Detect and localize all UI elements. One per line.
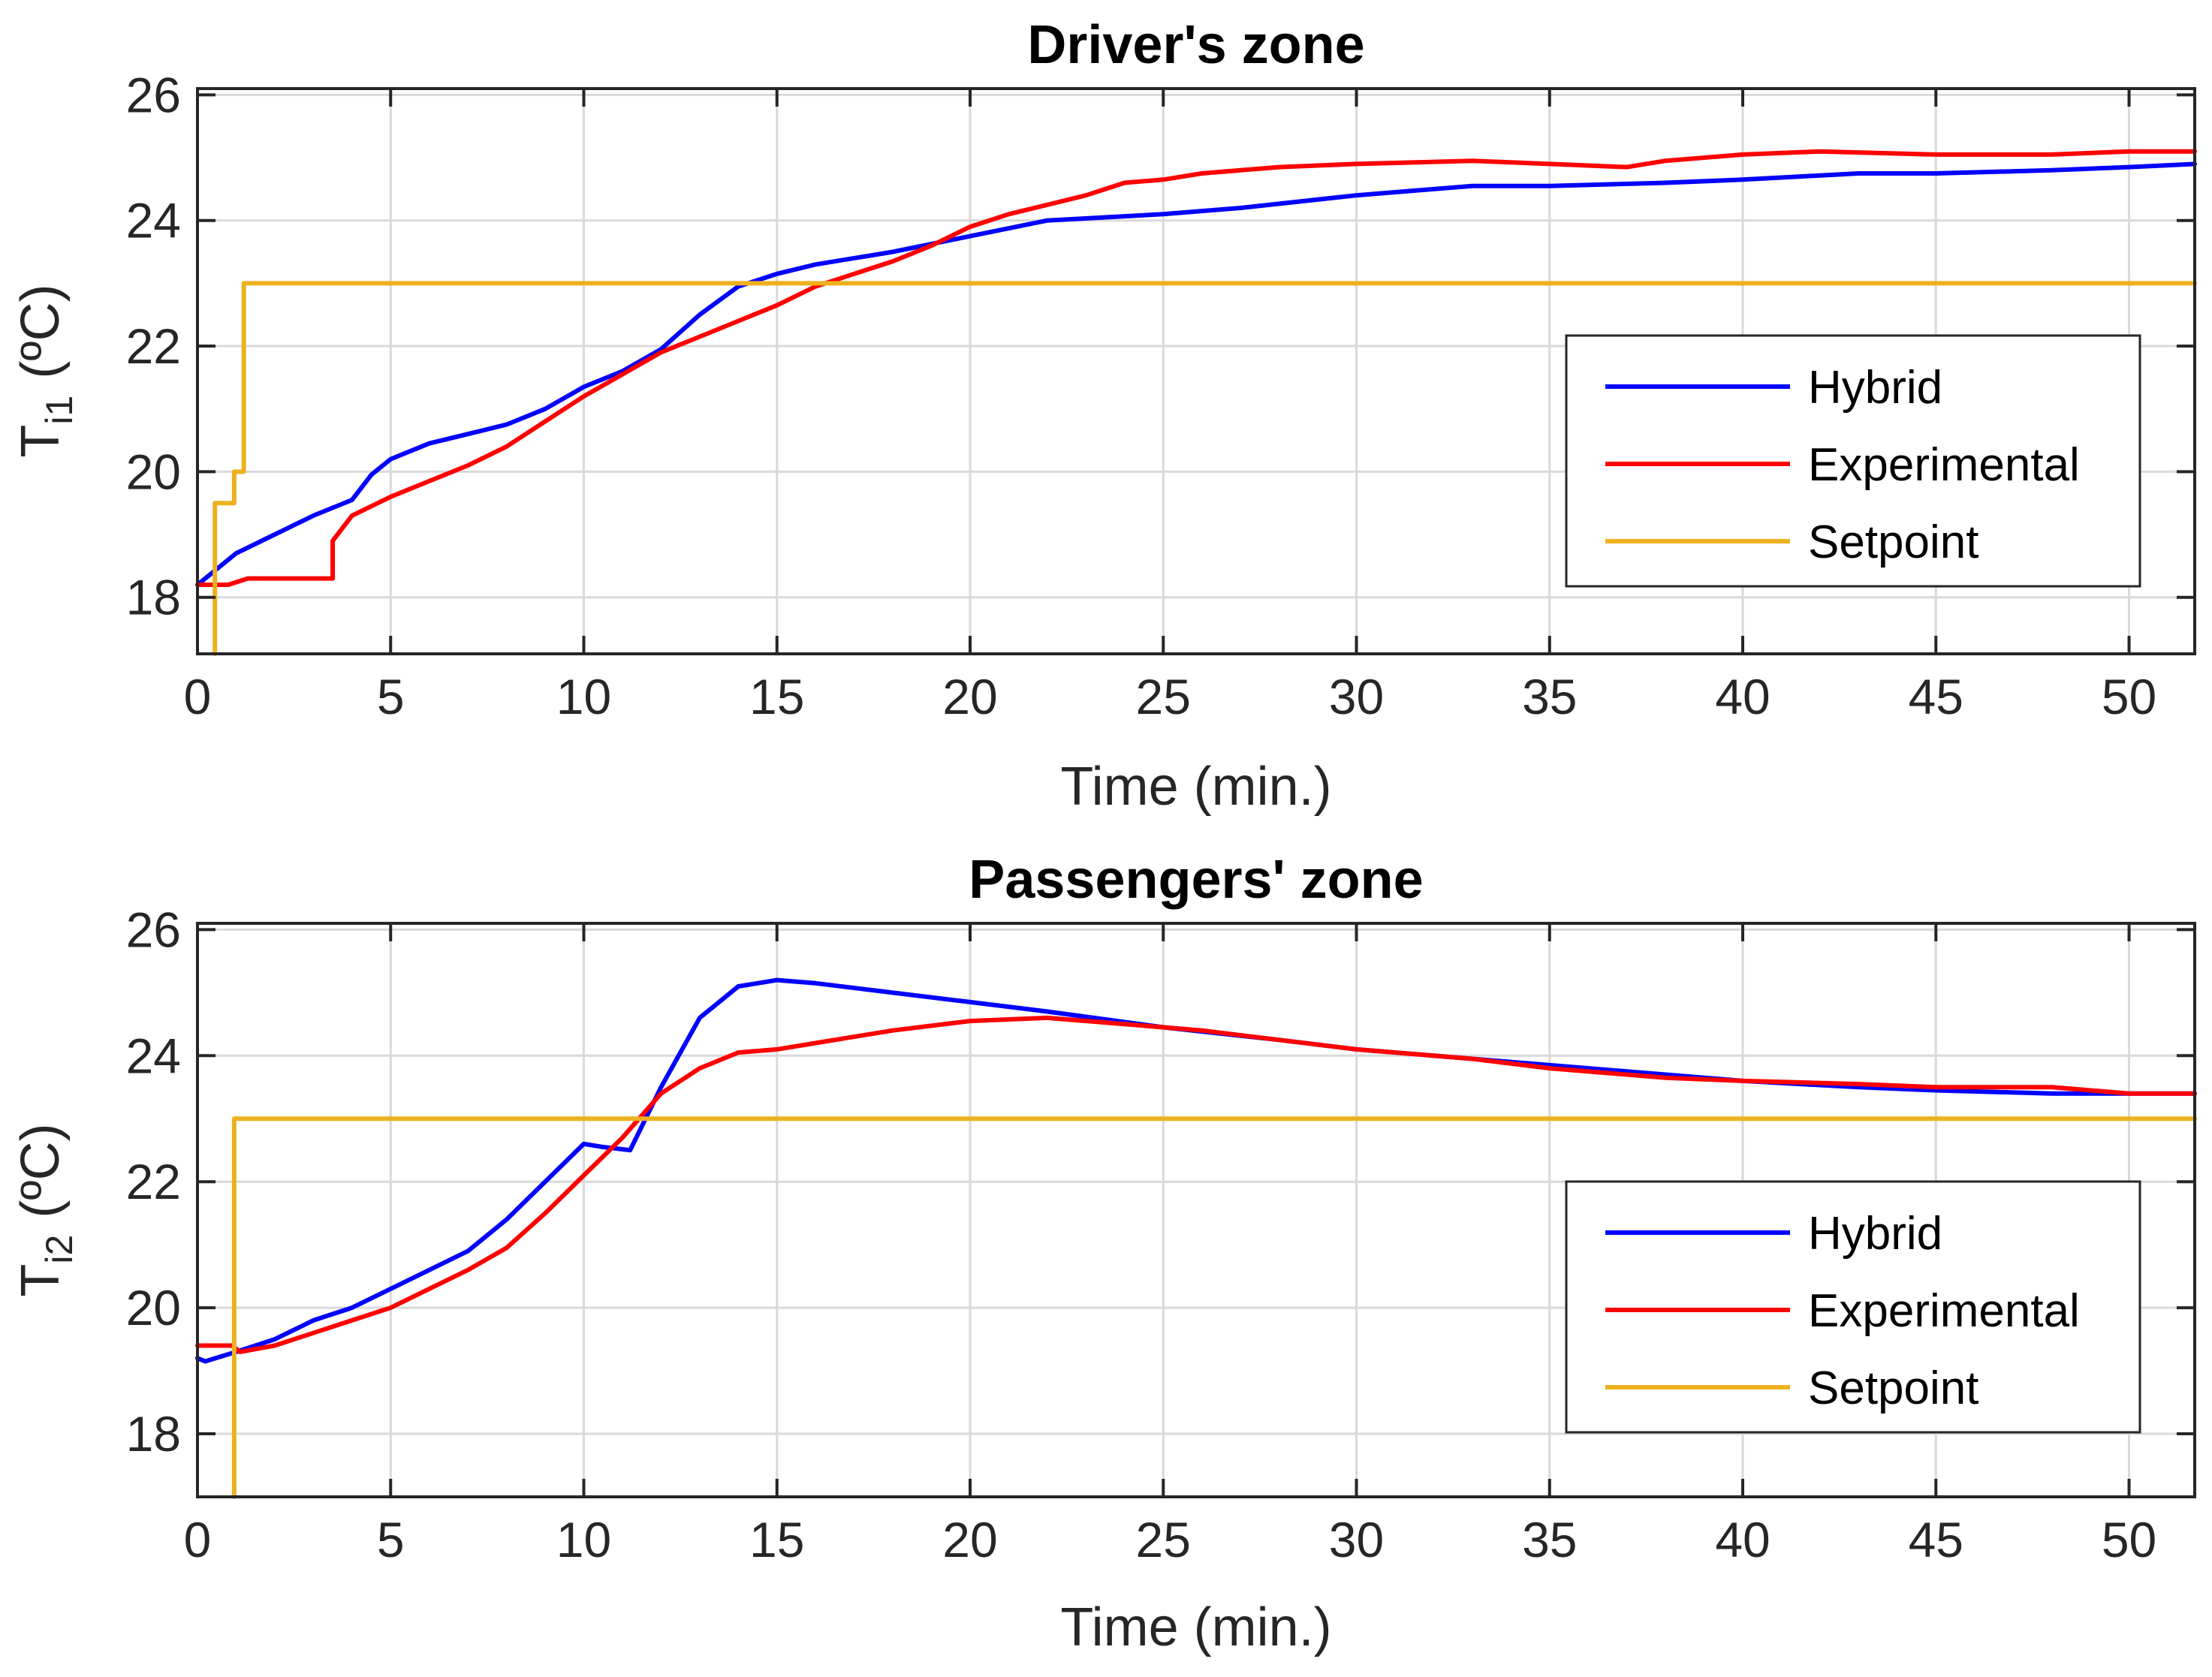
series-experimental-line [195, 149, 2197, 587]
x-tick-label: 35 [1522, 1512, 1577, 1567]
y-axis-label-main: T [11, 1264, 71, 1297]
series-experimental-line [195, 1015, 2197, 1354]
x-tick-label: 50 [2102, 1512, 2156, 1567]
x-tick-label: 35 [1522, 669, 1577, 724]
y-tick-label: 24 [126, 1028, 181, 1083]
x-tick-label: 30 [1329, 669, 1384, 724]
chart-passengers-zone: 0 5 10 15 20 25 30 35 40 45 50 18 20 22 24 26 Passenger… [11, 850, 2197, 1657]
legend: Hybrid Experimental Setpoint [1565, 1180, 2141, 1434]
series-setpoint-line [212, 281, 2197, 656]
y-tick-label: 22 [126, 318, 181, 374]
y-axis-label: Ti1 (ºC) [11, 284, 80, 457]
x-tick-label: 45 [1909, 1512, 1963, 1567]
y-tick-label: 20 [126, 1280, 181, 1335]
y-axis-label-unit: (ºC) [11, 1123, 71, 1218]
x-tick-label: 10 [556, 669, 611, 724]
x-tick-label: 40 [1715, 669, 1770, 724]
y-tick-label: 22 [126, 1154, 181, 1209]
x-tick-label: 45 [1909, 669, 1963, 724]
chart-title: Passengers' zone [969, 850, 1423, 910]
legend-label-experimental: Experimental [1808, 1285, 2080, 1337]
tick-labels: 0 5 10 15 20 25 30 35 40 45 50 18 20 22 24 26 [126, 902, 2195, 1567]
x-tick-label: 15 [749, 1512, 804, 1567]
tick-labels: 0 5 10 15 20 25 30 35 40 45 50 18 20 22 24 26 [126, 67, 2195, 724]
x-tick-label: 5 [377, 1512, 405, 1567]
series-hybrid-line [195, 161, 2197, 587]
x-tick-label: 30 [1329, 1512, 1384, 1567]
y-axis-label: Ti2 (ºC) [11, 1123, 80, 1296]
x-tick-label: 5 [377, 669, 405, 724]
y-tick-label: 18 [126, 570, 181, 625]
y-tick-label: 24 [126, 193, 181, 248]
series-layer [195, 977, 2197, 1499]
x-tick-label: 20 [942, 669, 997, 724]
x-tick-label: 25 [1136, 669, 1191, 724]
x-tick-label: 0 [184, 1512, 212, 1567]
y-axis-label-sub: i1 [38, 396, 80, 425]
y-tick-label: 26 [126, 902, 181, 957]
series-layer [195, 149, 2197, 656]
legend: Hybrid Experimental Setpoint [1565, 334, 2141, 588]
x-tick-label: 10 [556, 1512, 611, 1567]
legend-box [1565, 334, 2141, 588]
x-tick-label: 50 [2102, 669, 2156, 724]
x-axis-label: Time (min.) [1060, 757, 1331, 817]
x-tick-label: 0 [184, 669, 212, 724]
plot-frame [196, 922, 2196, 1498]
series-setpoint-line [231, 1116, 2197, 1499]
x-tick-label: 40 [1715, 1512, 1770, 1567]
legend-label-setpoint: Setpoint [1808, 516, 1979, 568]
x-tick-label: 20 [942, 1512, 997, 1567]
legend-label-hybrid: Hybrid [1808, 362, 1942, 414]
plot-frame [196, 87, 2196, 655]
x-tick-label: 15 [749, 669, 804, 724]
y-axis-label-main: T [11, 425, 71, 458]
chart-drivers-zone: 0 5 10 15 20 25 30 35 40 45 50 18 20 22 24 26 Driver's … [11, 15, 2197, 817]
y-tick-label: 20 [126, 444, 181, 499]
legend-label-hybrid: Hybrid [1808, 1208, 1942, 1260]
y-tick-label: 18 [126, 1406, 181, 1462]
legend-box [1565, 1180, 2141, 1434]
legend-label-experimental: Experimental [1808, 439, 2080, 491]
y-tick-label: 26 [126, 67, 181, 122]
chart-title: Driver's zone [1027, 15, 1364, 75]
legend-label-setpoint: Setpoint [1808, 1362, 1979, 1414]
y-axis-label-sub: i2 [38, 1235, 80, 1264]
x-axis-label: Time (min.) [1060, 1597, 1331, 1657]
x-tick-label: 25 [1136, 1512, 1191, 1567]
y-axis-label-unit: (ºC) [11, 284, 71, 378]
